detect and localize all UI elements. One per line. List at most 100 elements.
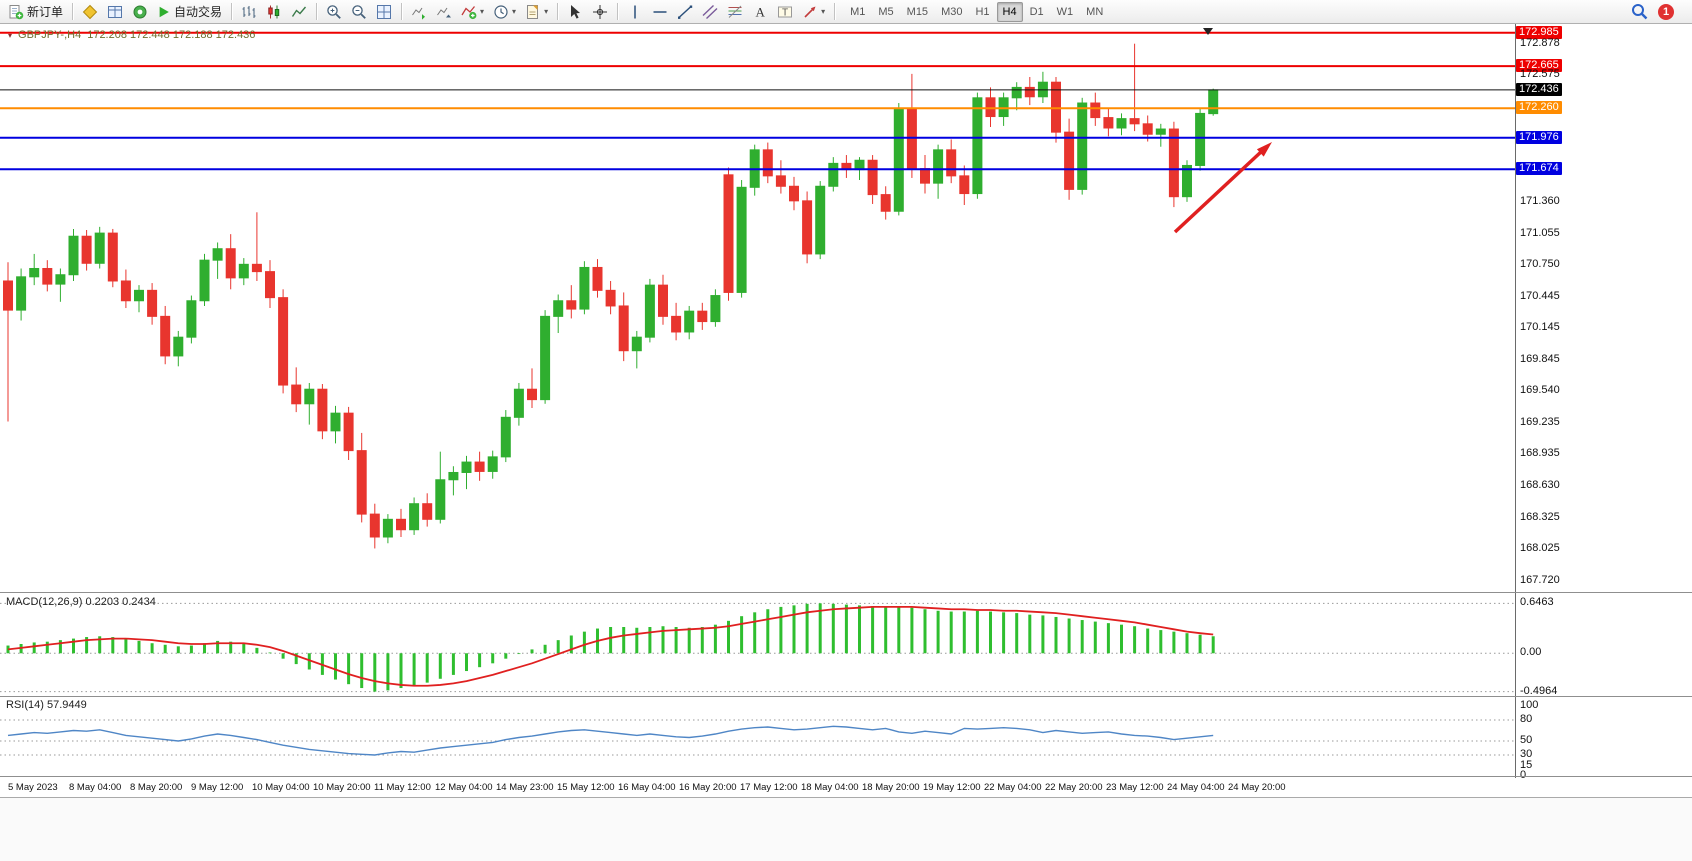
time-axis-label: 18 May 04:00 [801,782,859,793]
vertical-line-tool-button[interactable] [623,1,647,23]
timeframe-w1-button[interactable]: W1 [1056,5,1074,18]
time-axis-label: 15 May 12:00 [557,782,615,793]
timeframe-m5-button[interactable]: M5 [878,5,894,18]
chart-shift-button[interactable] [432,1,456,23]
crosshair-icon [593,4,608,19]
timeframe-mn-button[interactable]: MN [1086,5,1104,18]
chart-symbol-period: GBPJPY-,H4 [18,29,82,41]
chevron-down-icon [512,8,516,16]
search-button[interactable] [1627,1,1652,23]
arrow-shape-icon [804,6,816,18]
time-axis-label: 23 May 12:00 [1106,782,1164,793]
timeframe-h4-button[interactable]: H4 [996,1,1023,22]
zoom-in-icon [327,4,341,19]
timeframe-h1-button[interactable]: H1 [975,5,990,18]
trendline-tool-button[interactable] [673,1,697,23]
autotrading-button[interactable]: 自动交易 [153,1,226,23]
price-axis-label: 168.325 [1520,510,1560,523]
time-axis[interactable]: 5 May 2023 8 May 04:00 8 May 20:00 9 May 12… [0,778,1692,797]
channel-icon [702,4,718,19]
autotrading-play-icon [159,6,169,17]
price-axis-label: 169.540 [1520,384,1560,397]
rsi-scale-label: 15 [1520,758,1533,771]
tile-windows-button[interactable] [372,1,396,23]
zoom-in-button[interactable] [322,1,346,23]
price-tag: 172.260 [1516,101,1562,115]
price-axis-label: 172.575 [1520,68,1560,81]
price-axis[interactable]: 172.985 172.878 172.665 172.575 172.436 172.2… [1515,24,1692,781]
price-axis-label: 168.025 [1520,541,1560,554]
bar-chart-icon [242,5,256,18]
data-window-icon [108,5,123,18]
price-axis-label: 169.235 [1520,416,1560,429]
price-axis-label: 169.845 [1520,352,1560,365]
data-window-button[interactable] [103,1,127,23]
price-axis-border [1515,24,1516,797]
cursor-tool-button[interactable] [563,1,587,23]
new-order-button[interactable]: 新订单 [4,1,67,23]
price-chart[interactable] [0,24,1515,779]
price-axis-label: 170.145 [1520,321,1560,334]
line-chart-icon [291,6,307,17]
text-tool-button[interactable]: A [748,1,772,23]
price-axis-label: 171.055 [1520,226,1560,239]
arrows-tool-button[interactable] [798,1,829,23]
trend-arrow-annotation[interactable] [1173,149,1264,234]
timeframe-m15-button[interactable]: M15 [906,5,929,18]
price-axis-label: 171.360 [1520,194,1560,207]
timeframe-m30-button[interactable]: M30 [941,5,963,18]
chevron-down-icon [821,8,825,16]
macd-panel-separator[interactable] [0,592,1692,593]
toolbar-right-group: 1 [1627,1,1688,23]
toolbar: 新订单 自动交易 [0,0,1692,24]
timeframe-m1-button[interactable]: M1 [850,5,866,18]
rsi-indicator-label: RSI(14) 57.9449 [6,699,87,711]
time-axis-label: 10 May 20:00 [313,782,371,793]
macd-scale-label: 0.6463 [1520,596,1554,609]
price-axis-label: 170.445 [1520,290,1560,303]
fibonacci-tool-button[interactable] [723,1,747,23]
templates-button[interactable] [521,1,552,23]
templates-icon [527,4,539,19]
horizontal-line-tool-button[interactable] [648,1,672,23]
crosshair-tool-button[interactable] [588,1,612,23]
timeframe-group: M1 M5 M15 M30 H1 H4 D1 W1 MN [844,1,1109,22]
rsi-panel-separator[interactable] [0,696,1692,697]
indicators-button[interactable] [457,1,488,23]
bar-chart-mode-button[interactable] [237,1,261,23]
channel-tool-button[interactable] [698,1,722,23]
time-axis-border [0,797,1692,798]
time-axis-label: 22 May 20:00 [1045,782,1103,793]
rsi-scale-label: 30 [1520,748,1533,760]
time-axis-label: 16 May 20:00 [679,782,737,793]
market-watch-button[interactable] [78,1,102,23]
chevron-down-icon [544,8,548,16]
text-icon: A [756,4,766,19]
price-tag: 171.976 [1516,130,1562,144]
periods-button[interactable] [489,1,520,23]
chart-marker-icon [8,31,12,40]
timeframe-d1-button[interactable]: D1 [1029,5,1044,18]
auto-scroll-button[interactable] [407,1,431,23]
search-icon [1632,4,1648,20]
zoom-out-button[interactable] [347,1,371,23]
candlestick-mode-button[interactable] [262,1,286,23]
toolbar-separator [834,3,836,20]
price-axis-label: 167.720 [1520,573,1560,586]
line-chart-mode-button[interactable] [287,1,311,23]
toolbar-separator [72,3,74,20]
label-tool-button[interactable]: T [773,1,797,23]
chart-ohlc-values: 172.208 172.448 172.188 172.436 [87,29,256,41]
notification-badge[interactable]: 1 [1658,3,1674,20]
clock-icon [494,4,508,19]
macd-scale-label: -0.4964 [1520,684,1558,697]
price-axis-label: 168.630 [1520,479,1560,491]
chart-canvas[interactable] [0,24,1515,779]
time-axis-label: 9 May 12:00 [191,782,244,793]
navigator-button[interactable] [128,1,152,23]
price-tag: 172.665 [1516,59,1562,73]
chart-title: GBPJPY-,H4 172.208 172.448 172.188 172.4… [8,29,255,41]
time-axis-label: 5 May 2023 [8,782,58,793]
toolbar-separator [401,3,403,20]
